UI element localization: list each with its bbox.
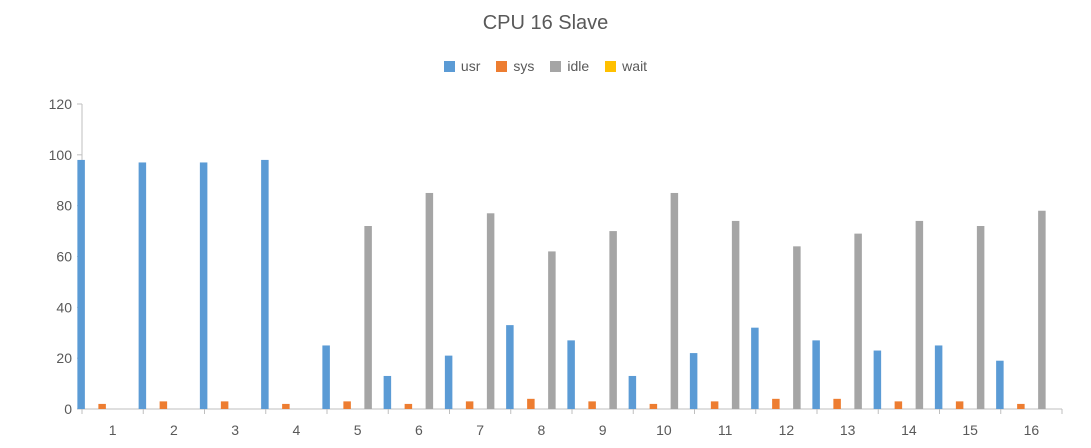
bar-sys-13 [833, 398, 841, 409]
x-tick-label: 15 [962, 422, 978, 438]
bar-idle-7 [486, 213, 495, 409]
bar-usr-4 [261, 159, 269, 409]
bar-idle-9 [609, 231, 617, 409]
bar-idle-13 [854, 233, 862, 409]
bar-idle-8 [548, 251, 556, 409]
bar-sys-6 [404, 403, 413, 409]
legend-label-sys: sys [513, 58, 535, 74]
bar-sys-12 [772, 398, 780, 409]
x-tick-label: 13 [840, 422, 856, 438]
bar-sys-14 [894, 401, 903, 409]
x-tick-label: 4 [292, 422, 300, 438]
legend-item-wait: wait [605, 58, 647, 74]
bar-usr-6 [383, 375, 392, 409]
bar-sys-2 [159, 401, 168, 409]
bar-usr-14 [873, 350, 882, 409]
x-tick-label: 9 [599, 422, 607, 438]
legend-swatch-wait [605, 60, 617, 72]
bar-idle-15 [976, 226, 985, 409]
x-tick-label: 14 [901, 422, 917, 438]
x-tick-label: 3 [231, 422, 239, 438]
bar-sys-9 [588, 401, 596, 409]
x-tick-label: 7 [476, 422, 484, 438]
bar-idle-12 [793, 246, 801, 409]
x-tick-label: 12 [779, 422, 795, 438]
bar-usr-8 [506, 325, 514, 409]
y-tick-label: 60 [56, 249, 72, 265]
bar-sys-5 [343, 401, 351, 409]
bar-sys-4 [282, 403, 290, 409]
bar-sys-1 [98, 403, 106, 409]
bar-usr-10 [628, 375, 637, 409]
legend-label-usr: usr [460, 58, 481, 74]
x-tick-label: 11 [718, 422, 733, 438]
legend-item-idle: idle [550, 58, 589, 74]
x-tick-label: 16 [1024, 422, 1040, 438]
bar-idle-10 [670, 192, 679, 409]
x-tick-label: 6 [415, 422, 423, 438]
bar-usr-16 [996, 360, 1004, 409]
x-tick-label: 8 [537, 422, 545, 438]
y-tick-label: 80 [56, 198, 72, 214]
bar-sys-15 [955, 401, 964, 409]
legend-swatch-usr [443, 60, 455, 72]
y-tick-label: 20 [56, 350, 72, 366]
legend-item-usr: usr [443, 58, 481, 74]
legend-swatch-idle [550, 60, 562, 72]
y-tick-label: 120 [49, 96, 73, 112]
bar-sys-11 [710, 401, 719, 409]
legend-label-wait: wait [622, 58, 648, 74]
bar-idle-16 [1038, 210, 1046, 409]
legend-label-idle: idle [567, 58, 590, 74]
bar-sys-8 [527, 398, 535, 409]
x-tick-label: 5 [354, 422, 362, 438]
y-tick-label: 0 [64, 401, 72, 417]
x-tick-label: 10 [656, 422, 672, 438]
bar-sys-16 [1017, 403, 1025, 409]
bar-usr-3 [199, 162, 208, 409]
bar-usr-9 [567, 340, 575, 409]
bar-idle-14 [915, 220, 924, 409]
bar-usr-7 [444, 355, 453, 409]
x-tick-label: 1 [109, 422, 117, 438]
legend-item-sys: sys [496, 58, 534, 74]
y-tick-label: 40 [56, 299, 72, 315]
chart-legend: usr sys idle wait [0, 58, 1091, 74]
bar-sys-7 [465, 401, 474, 409]
bar-idle-11 [731, 220, 740, 409]
chart-title: CPU 16 Slave [482, 12, 609, 34]
bar-usr-13 [812, 340, 820, 409]
bar-idle-6 [425, 192, 434, 409]
bar-sys-10 [649, 403, 658, 409]
bar-usr-12 [751, 327, 759, 409]
x-tick-label: 2 [170, 422, 178, 438]
bar-usr-1 [77, 159, 85, 409]
legend-swatch-sys [496, 60, 508, 72]
bar-usr-5 [322, 345, 330, 409]
bar-usr-11 [689, 353, 698, 409]
bar-idle-5 [364, 226, 372, 409]
bar-sys-3 [220, 401, 229, 409]
bar-usr-2 [138, 162, 147, 409]
bar-usr-15 [934, 345, 943, 409]
y-tick-label: 100 [49, 147, 73, 163]
